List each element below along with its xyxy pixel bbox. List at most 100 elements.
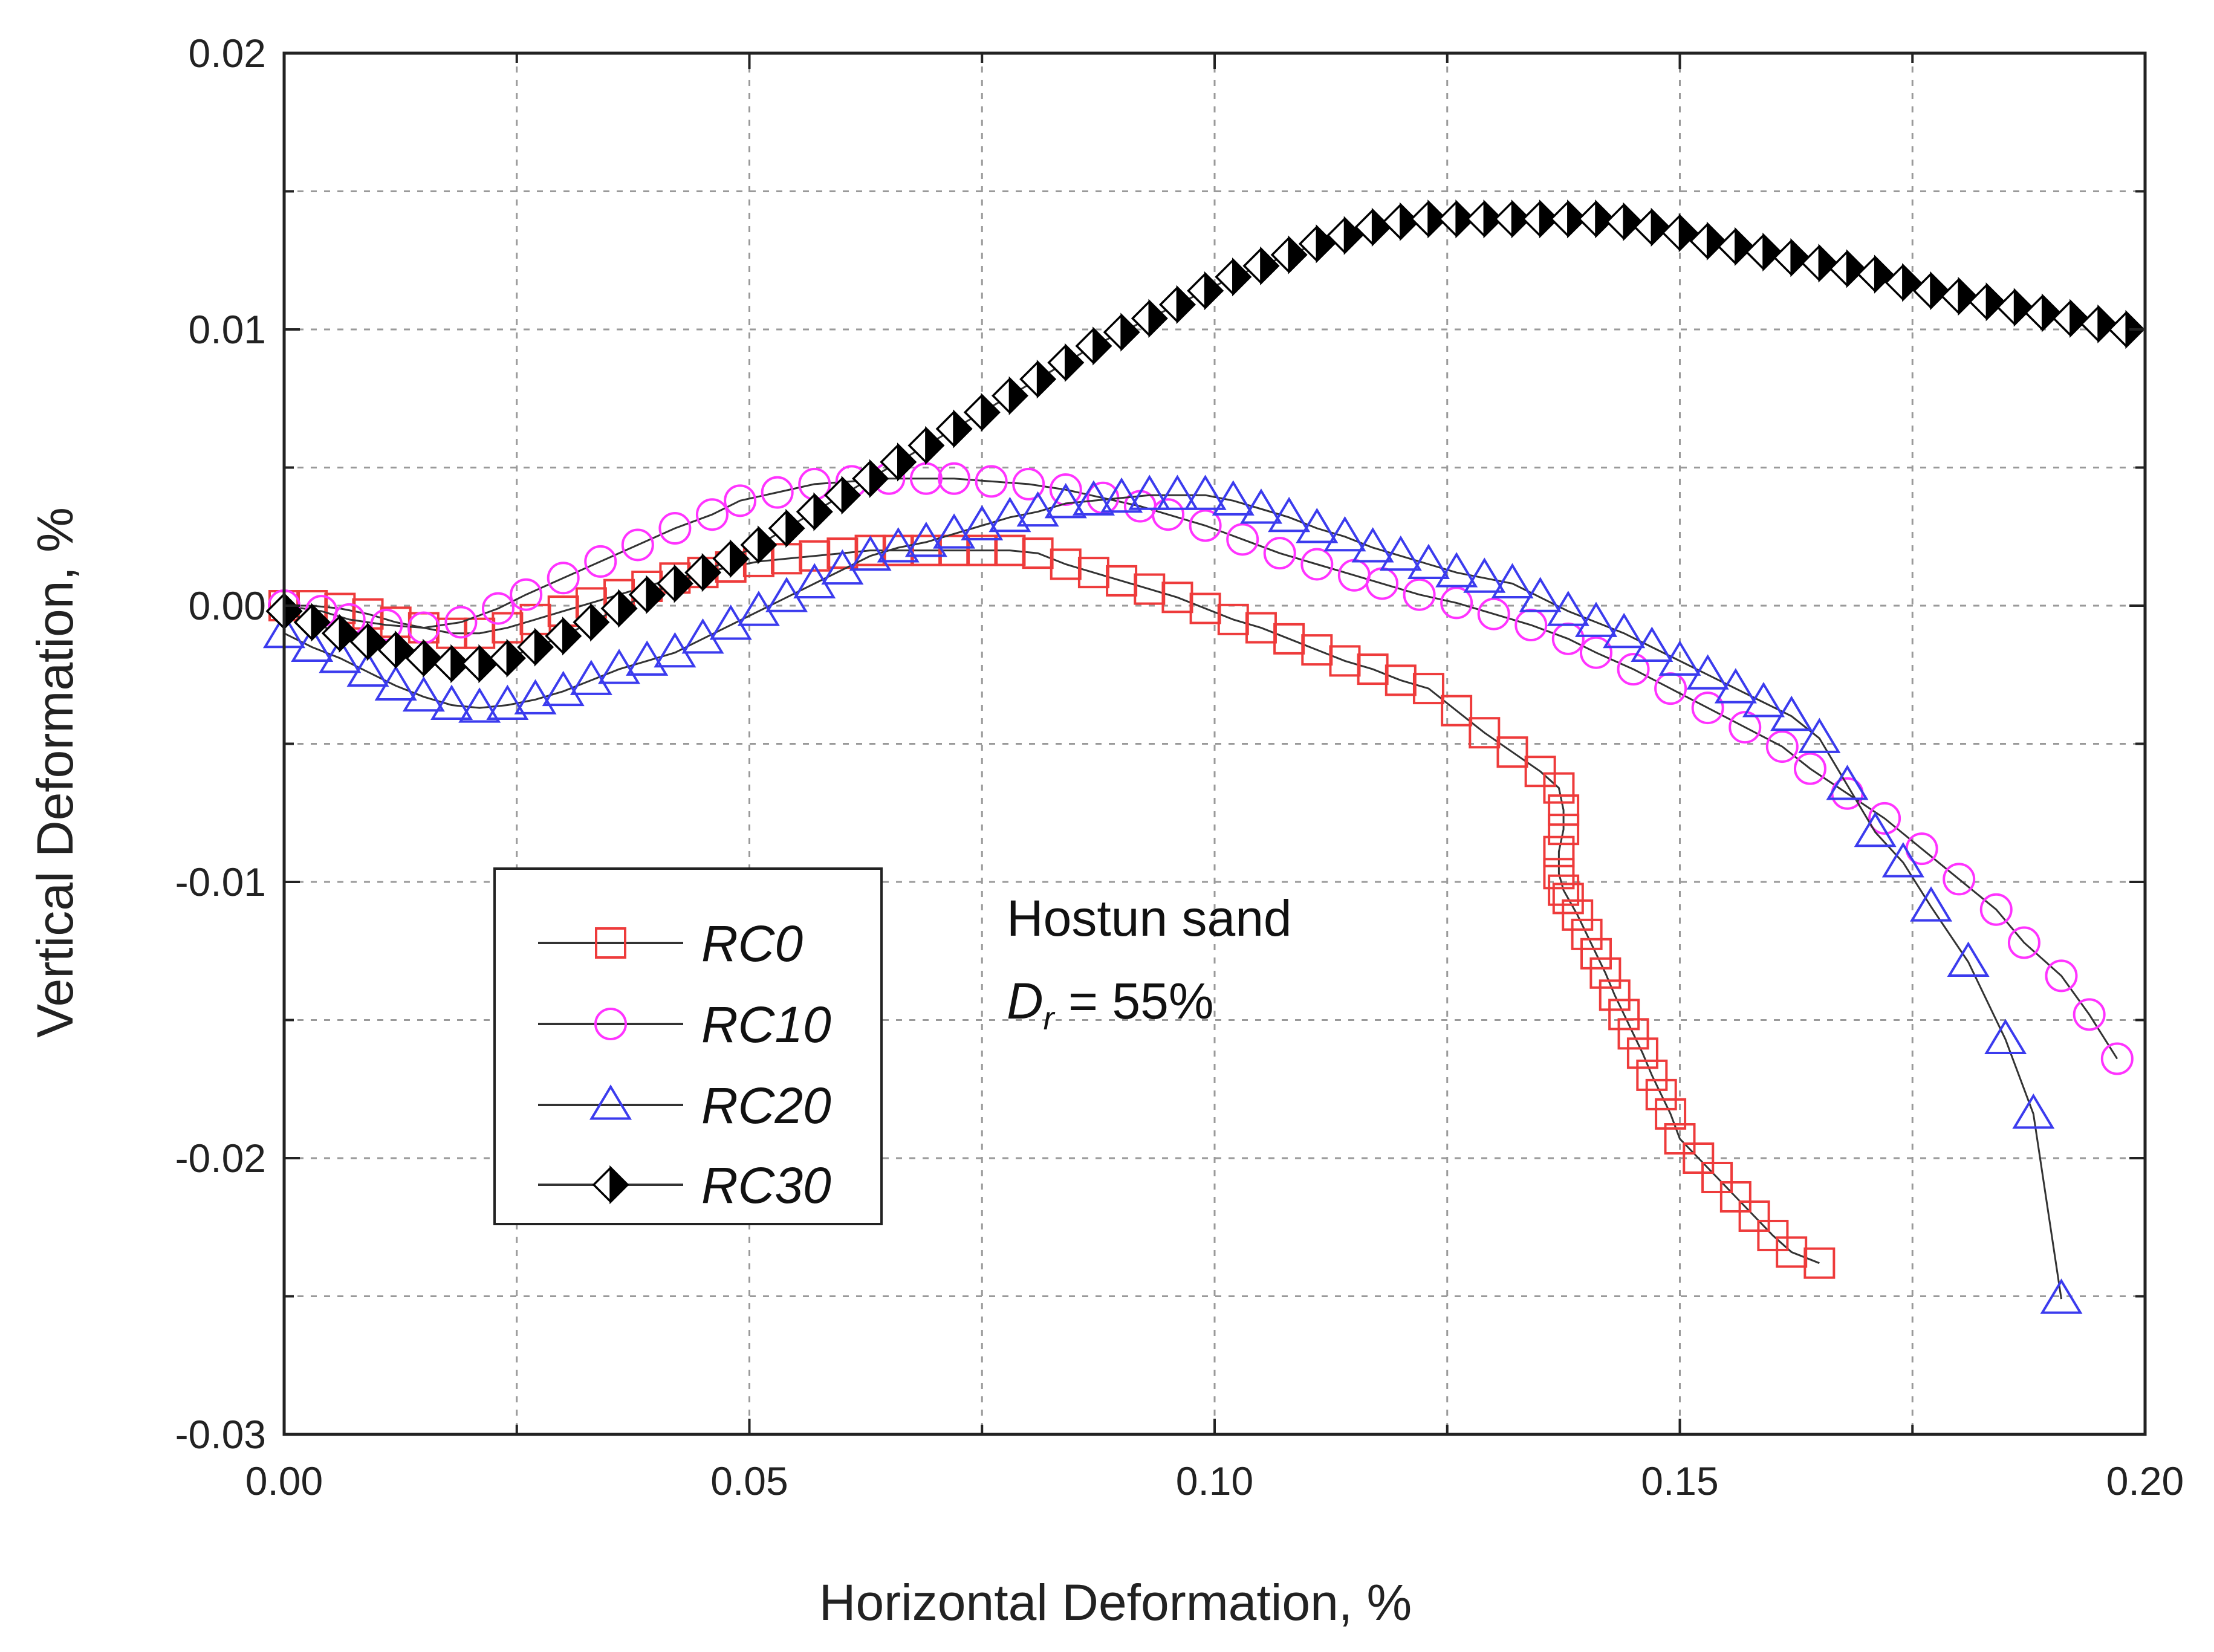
data-point-RC20 (1100, 477, 1143, 513)
data-point-RC30 (1661, 213, 1698, 253)
data-point-RC20 (1296, 508, 1339, 543)
marker-fill (394, 630, 415, 670)
marker-fill (813, 492, 833, 531)
data-point-RC30 (517, 627, 554, 667)
series-layer (262, 199, 2145, 1314)
data-point-RC20 (1742, 682, 1785, 717)
data-point-RC30 (712, 539, 750, 578)
marker-fill (897, 442, 917, 482)
data-point-RC10 (2100, 1042, 2134, 1075)
data-point-RC10 (1049, 473, 1082, 507)
data-point-RC10 (2045, 959, 2078, 993)
legend-item-RC0: RC0 (538, 915, 803, 972)
data-point-RC30 (991, 376, 1028, 415)
data-point-RC10 (1617, 653, 1650, 686)
data-point-RC20 (1156, 475, 1199, 510)
marker-fill (841, 475, 861, 515)
marker-fill (1371, 207, 1392, 247)
legend-label: RC0 (701, 915, 803, 972)
data-point-RC30 (1047, 343, 1085, 383)
data-point-RC20 (1631, 626, 1673, 662)
data-point-RC20 (1714, 668, 1757, 704)
marker-fill (1567, 199, 1587, 239)
data-point-RC10 (584, 545, 617, 578)
data-point-RC20 (626, 640, 669, 676)
data-point-RC10 (481, 592, 515, 625)
y-tick-labels: 0.02 0.01 0.00 -0.01 -0.02 -0.03 (175, 31, 266, 1457)
marker-fill (2041, 293, 2062, 332)
marker-fill (1092, 326, 1112, 366)
data-point-RC10 (1477, 597, 1510, 630)
marker-fill (1790, 238, 1810, 277)
marker-fill (1706, 221, 1727, 261)
y-tick-label: 0.00 (189, 583, 266, 628)
data-point-RC30 (377, 630, 415, 670)
data-point-RC30 (1326, 216, 1363, 255)
marker-fill (981, 392, 1001, 432)
y-tick-label: 0.02 (189, 31, 266, 76)
data-point-RC20 (1351, 527, 1394, 563)
data-point-RC10 (547, 562, 580, 595)
data-point-RC0 (1548, 794, 1580, 826)
marker-fill (1846, 249, 1866, 288)
data-point-RC0 (1719, 1181, 1751, 1213)
data-point-RC20 (346, 651, 389, 687)
data-point-RC10 (1579, 636, 1612, 669)
data-point-RC30 (656, 564, 693, 603)
marker-fill (590, 603, 610, 642)
marker-fill (674, 564, 693, 603)
data-point-RC30 (740, 525, 777, 565)
marker-fill (1232, 257, 1252, 297)
marker-fill (339, 614, 359, 653)
marker-fill (1902, 263, 1922, 302)
annotation-var: D (1007, 973, 1044, 1029)
marker-fill (869, 459, 889, 499)
data-point-RC0 (1543, 772, 1575, 804)
data-point-RC20 (1323, 516, 1366, 552)
data-point-RC30 (1215, 257, 1252, 297)
marker-fill (1288, 235, 1308, 274)
marker-fill (1818, 244, 1838, 283)
data-point-RC30 (1633, 207, 1670, 247)
data-point-RC10 (2007, 926, 2040, 959)
data-point-RC10 (1868, 802, 1901, 835)
data-point-RC10 (510, 578, 543, 611)
data-point-RC10 (1729, 711, 1762, 744)
data-point-RC10 (975, 465, 1008, 498)
data-point-RC20 (1686, 654, 1729, 690)
marker-fill (1623, 202, 1643, 241)
marker-fill (1595, 199, 1615, 239)
data-point-RC20 (904, 522, 947, 557)
data-point-RC30 (1270, 235, 1308, 274)
data-point-RC30 (1131, 299, 1168, 338)
data-point-RC30 (293, 603, 331, 642)
data-point-RC20 (1798, 717, 1841, 753)
data-point-RC20 (961, 505, 1004, 540)
data-point-RC0 (1757, 1219, 1789, 1251)
marker-fill (1874, 254, 1894, 294)
data-point-RC20 (1435, 552, 1478, 588)
data-point-RC0 (1552, 883, 1584, 915)
data-point-RC20 (1574, 601, 1618, 637)
data-point-RC0 (1469, 717, 1501, 749)
data-point-RC10 (761, 476, 794, 509)
marker-fill (450, 644, 470, 684)
marker-fill (1762, 232, 1782, 272)
data-point-RC20 (1984, 1019, 2027, 1054)
data-point-RC10 (1012, 467, 1045, 500)
marker-fill (1651, 207, 1670, 247)
legend-label: RC20 (701, 1077, 831, 1134)
marker-fill (953, 409, 973, 449)
marker-fill (1511, 199, 1531, 239)
data-point-RC20 (1881, 842, 1924, 878)
data-point-RC20 (542, 670, 585, 707)
data-point-RC30 (573, 603, 610, 642)
data-point-RC30 (600, 589, 638, 628)
data-point-RC0 (1701, 1161, 1733, 1193)
data-point-RC10 (1263, 537, 1296, 570)
data-point-RC20 (1184, 475, 1227, 510)
data-point-RC30 (684, 552, 722, 592)
data-point-RC30 (768, 508, 805, 548)
data-point-RC20 (2012, 1093, 2055, 1129)
data-point-RC30 (880, 442, 917, 482)
